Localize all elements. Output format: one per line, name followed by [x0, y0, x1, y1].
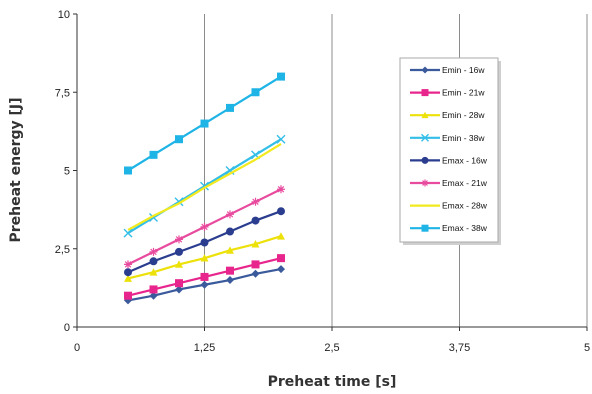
data-point-marker [175, 135, 183, 144]
data-point-marker [251, 269, 260, 278]
legend: Emin - 16w Emin - 21w Emin - 28w Emin - 38w… [399, 57, 501, 245]
data-point-marker [175, 247, 183, 256]
legend-items: Emin - 16w Emin - 21w Emin - 28w Emin - 38w… [410, 65, 488, 233]
data-point-marker [200, 280, 209, 289]
axes [76, 14, 587, 328]
data-point-marker [149, 291, 158, 300]
data-point-marker [421, 133, 429, 142]
legend-box [399, 57, 499, 243]
legend-label: Emax - 28w [442, 201, 488, 211]
x-tick-label: 2,5 [324, 342, 339, 354]
data-point-marker [175, 285, 183, 294]
data-point-marker [200, 222, 209, 231]
series-emax-21w [124, 185, 285, 269]
data-point-marker [277, 265, 285, 274]
x-tick-label: 5 [584, 342, 590, 354]
data-point-marker [277, 207, 285, 216]
data-point-marker [175, 279, 183, 288]
data-point-marker [277, 232, 285, 240]
x-tick-labels: 0 1,25 2,5 3,75 5 [74, 342, 590, 354]
data-point-marker [124, 291, 132, 300]
x-tick-label: 3,75 [449, 342, 470, 354]
data-point-marker [421, 66, 429, 74]
data-point-marker [124, 274, 132, 282]
data-point-marker [421, 224, 429, 232]
series-emin-21w [124, 254, 285, 300]
legend-item: Emax - 21w [410, 178, 488, 188]
data-point-marker [149, 150, 158, 159]
data-point-marker [277, 254, 285, 263]
data-point-marker [124, 166, 132, 175]
data-point-marker [149, 268, 158, 276]
data-point-marker [251, 197, 260, 206]
gridlines [73, 13, 588, 331]
y-tick-label: 5 [64, 166, 70, 178]
legend-item: Emax - 16w [410, 155, 488, 165]
data-point-marker [251, 216, 260, 225]
legend-label: Emin - 38w [442, 133, 485, 143]
legend-item: Emax - 38w [410, 223, 488, 233]
data-point-marker [226, 103, 234, 112]
legend-label: Emin - 16w [442, 65, 485, 75]
x-axis-title: Preheat time [s] [268, 374, 397, 390]
y-tick-label: 10 [58, 9, 70, 21]
legend-label: Emin - 28w [442, 110, 485, 120]
data-point-marker [251, 88, 260, 97]
series-group [123, 72, 286, 305]
data-point-marker [421, 179, 429, 187]
data-point-marker [123, 228, 133, 238]
data-point-marker [226, 210, 234, 219]
data-point-marker [226, 276, 234, 285]
series-emax-38w [124, 72, 285, 175]
series-emax-28w [127, 142, 282, 231]
legend-label: Emax - 21w [442, 178, 488, 188]
series-emax-16w [124, 207, 285, 277]
data-point-marker [200, 254, 209, 262]
data-point-marker [200, 119, 209, 128]
data-point-marker [226, 246, 234, 254]
data-point-marker [226, 227, 234, 236]
y-tick-label: 2,5 [55, 244, 70, 256]
data-point-marker [226, 266, 234, 275]
x-tick-label: 1,25 [194, 342, 215, 354]
data-point-marker [149, 257, 158, 266]
legend-label: Emin - 21w [442, 88, 485, 98]
legend-item: Emin - 28w [410, 110, 485, 120]
legend-label: Emax - 38w [442, 223, 488, 233]
series-emin-28w [124, 232, 285, 282]
legend-item: Emax - 28w [410, 201, 488, 211]
data-point-marker [277, 185, 285, 194]
series-line [127, 142, 282, 231]
x-tick-label: 0 [74, 342, 80, 354]
data-point-marker [421, 111, 429, 119]
legend-item: Emin - 38w [410, 133, 485, 143]
data-point-marker [421, 89, 429, 97]
data-point-marker [200, 272, 209, 281]
data-point-marker [124, 260, 132, 269]
legend-label: Emax - 16w [442, 155, 488, 165]
data-point-marker [175, 235, 183, 244]
data-point-marker [277, 72, 285, 81]
data-point-marker [124, 268, 132, 277]
data-point-marker [251, 240, 260, 248]
data-point-marker [149, 285, 158, 294]
data-point-marker [175, 260, 183, 268]
data-point-marker [276, 134, 286, 144]
y-tick-label: 7,5 [55, 87, 70, 99]
data-point-marker [149, 247, 158, 256]
y-axis-title: Preheat energy [J] [8, 97, 24, 242]
data-point-marker [421, 156, 429, 164]
legend-item: Emin - 21w [410, 88, 485, 98]
data-point-marker [251, 260, 260, 269]
y-tick-labels: 0 2,5 5 7,5 10 [55, 9, 70, 334]
data-point-marker [200, 238, 209, 247]
y-tick-label: 0 [64, 322, 70, 334]
legend-item: Emin - 16w [410, 65, 485, 75]
